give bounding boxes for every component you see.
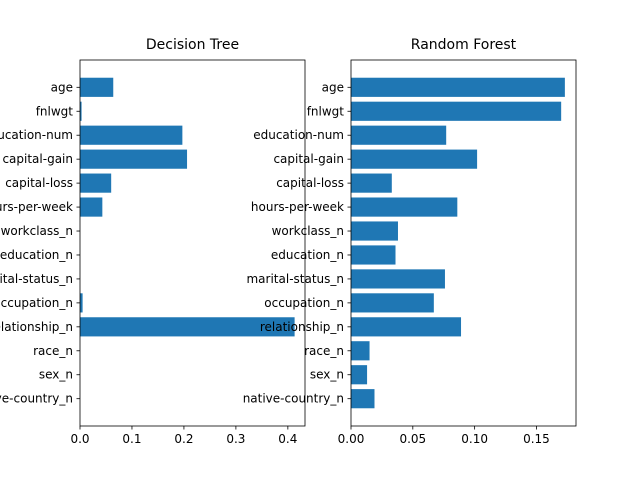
ytick-label-education_n: education_n <box>0 248 73 262</box>
bar-capital-gain <box>351 149 478 169</box>
ytick-label-marital-status_n: marital-status_n <box>0 272 73 286</box>
ytick-label-native-country_n: native-country_n <box>243 392 344 406</box>
xtick-label: 0.15 <box>523 432 550 446</box>
ytick-label-race_n: race_n <box>33 344 73 358</box>
decision-tree-title: Decision Tree <box>146 37 239 53</box>
random-forest-title: Random Forest <box>411 37 517 53</box>
ytick-label-occupation_n: occupation_n <box>0 296 73 310</box>
ytick-label-capital-loss: capital-loss <box>276 176 344 190</box>
bar-hours-per-week <box>351 197 458 217</box>
ytick-label-sex_n: sex_n <box>39 368 73 382</box>
ytick-label-capital-gain: capital-gain <box>2 152 73 166</box>
ytick-label-occupation_n: occupation_n <box>264 296 344 310</box>
ytick-label-race_n: race_n <box>304 344 344 358</box>
ytick-label-hours-per-week: hours-per-week <box>251 200 344 214</box>
ytick-label-age: age <box>322 80 344 94</box>
ytick-label-capital-gain: capital-gain <box>273 152 344 166</box>
bar-native-country_n <box>351 389 375 409</box>
ytick-label-age: age <box>51 80 73 94</box>
ytick-label-workclass_n: workclass_n <box>272 224 344 238</box>
bar-occupation_n <box>80 293 83 313</box>
xtick-label: 0.05 <box>399 432 426 446</box>
bar-fnlwgt <box>351 101 562 121</box>
ytick-label-fnlwgt: fnlwgt <box>307 104 345 118</box>
ytick-label-sex_n: sex_n <box>310 368 344 382</box>
ytick-label-relationship_n: relationship_n <box>0 320 73 334</box>
bar-marital-status_n <box>351 269 445 289</box>
xtick-label: 0.4 <box>278 432 297 446</box>
decision-tree-panel: Decision Tree age fnlwgt education-num capit… <box>0 37 306 446</box>
bar-sex_n <box>351 365 368 385</box>
bar-relationship_n <box>80 317 295 337</box>
random-forest-panel: Random Forest age fnlwgt education-num capit… <box>243 37 577 446</box>
bar-capital-gain <box>80 149 188 169</box>
ytick-label-hours-per-week: hours-per-week <box>0 200 73 214</box>
bar-race_n <box>351 341 370 361</box>
axes-frame <box>79 59 306 427</box>
xtick-label: 0.0 <box>70 432 89 446</box>
bar-workclass_n <box>351 221 398 241</box>
ytick-label-education-num: education-num <box>253 128 344 142</box>
xtick-label: 0.00 <box>338 432 365 446</box>
xtick-label: 0.10 <box>461 432 488 446</box>
bar-capital-loss <box>351 173 392 193</box>
ytick-label-native-country_n: native-country_n <box>0 392 73 406</box>
bar-hours-per-week <box>80 197 103 217</box>
bar-occupation_n <box>351 293 434 313</box>
ytick-label-fnlwgt: fnlwgt <box>36 104 74 118</box>
bar-education-num <box>80 125 183 145</box>
xtick-label: 0.3 <box>226 432 245 446</box>
bar-age <box>351 77 565 97</box>
bar-fnlwgt <box>80 101 82 121</box>
ytick-label-relationship_n: relationship_n <box>260 320 344 334</box>
ytick-label-capital-loss: capital-loss <box>5 176 73 190</box>
ytick-label-education-num: education-num <box>0 128 73 142</box>
bar-education-num <box>351 125 447 145</box>
axes-frame <box>350 59 577 427</box>
bar-capital-loss <box>80 173 112 193</box>
bar-education_n <box>351 245 396 265</box>
bar-relationship_n <box>351 317 462 337</box>
xtick-label: 0.1 <box>122 432 141 446</box>
bar-age <box>80 77 114 97</box>
ytick-label-workclass_n: workclass_n <box>1 224 73 238</box>
xtick-label: 0.2 <box>174 432 193 446</box>
ytick-label-education_n: education_n <box>271 248 344 262</box>
ytick-label-marital-status_n: marital-status_n <box>246 272 344 286</box>
